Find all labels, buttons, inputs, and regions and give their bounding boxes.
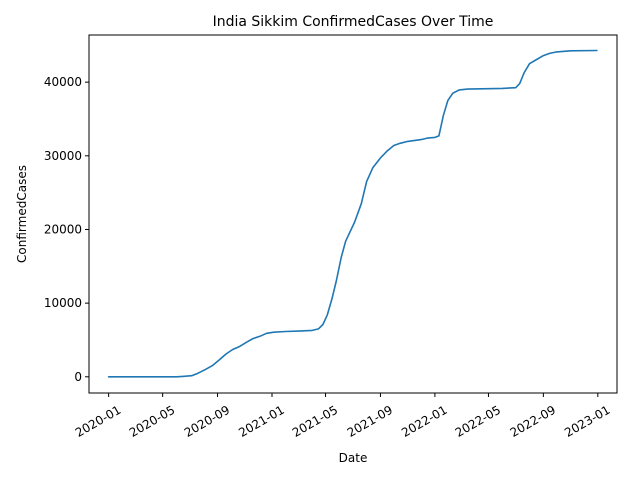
chart-title: India Sikkim ConfirmedCases Over Time (213, 14, 494, 30)
x-tick-label: 2022-01 (399, 403, 449, 440)
x-axis-label: Date (339, 451, 368, 465)
y-tick-label: 0 (74, 370, 82, 384)
x-tick-label: 2021-05 (290, 403, 340, 440)
x-axis: 2020-01 2020-05 2020-09 2021-01 2021-05 2021-… (73, 393, 613, 440)
y-tick-label: 40000 (44, 75, 82, 89)
x-tick-label: 2020-01 (73, 403, 123, 440)
y-tick-label: 20000 (44, 222, 82, 236)
y-tick-label: 30000 (44, 149, 82, 163)
x-tick-label: 2022-05 (453, 403, 503, 440)
x-tick-label: 2023-01 (562, 403, 612, 440)
plot-frame (88, 34, 618, 394)
x-tick-label: 2020-09 (182, 403, 232, 440)
plot-area (107, 49, 598, 378)
y-axis: 0 10000 20000 30000 40000 (44, 75, 89, 384)
x-tick-label: 2021-09 (345, 403, 395, 440)
y-tick-label: 10000 (44, 296, 82, 310)
x-tick-label: 2021-01 (236, 403, 286, 440)
x-tick-label: 2022-09 (508, 403, 558, 440)
series-line (107, 49, 598, 378)
x-tick-label: 2020-05 (127, 403, 177, 440)
y-axis-label: ConfirmedCases (15, 165, 29, 263)
